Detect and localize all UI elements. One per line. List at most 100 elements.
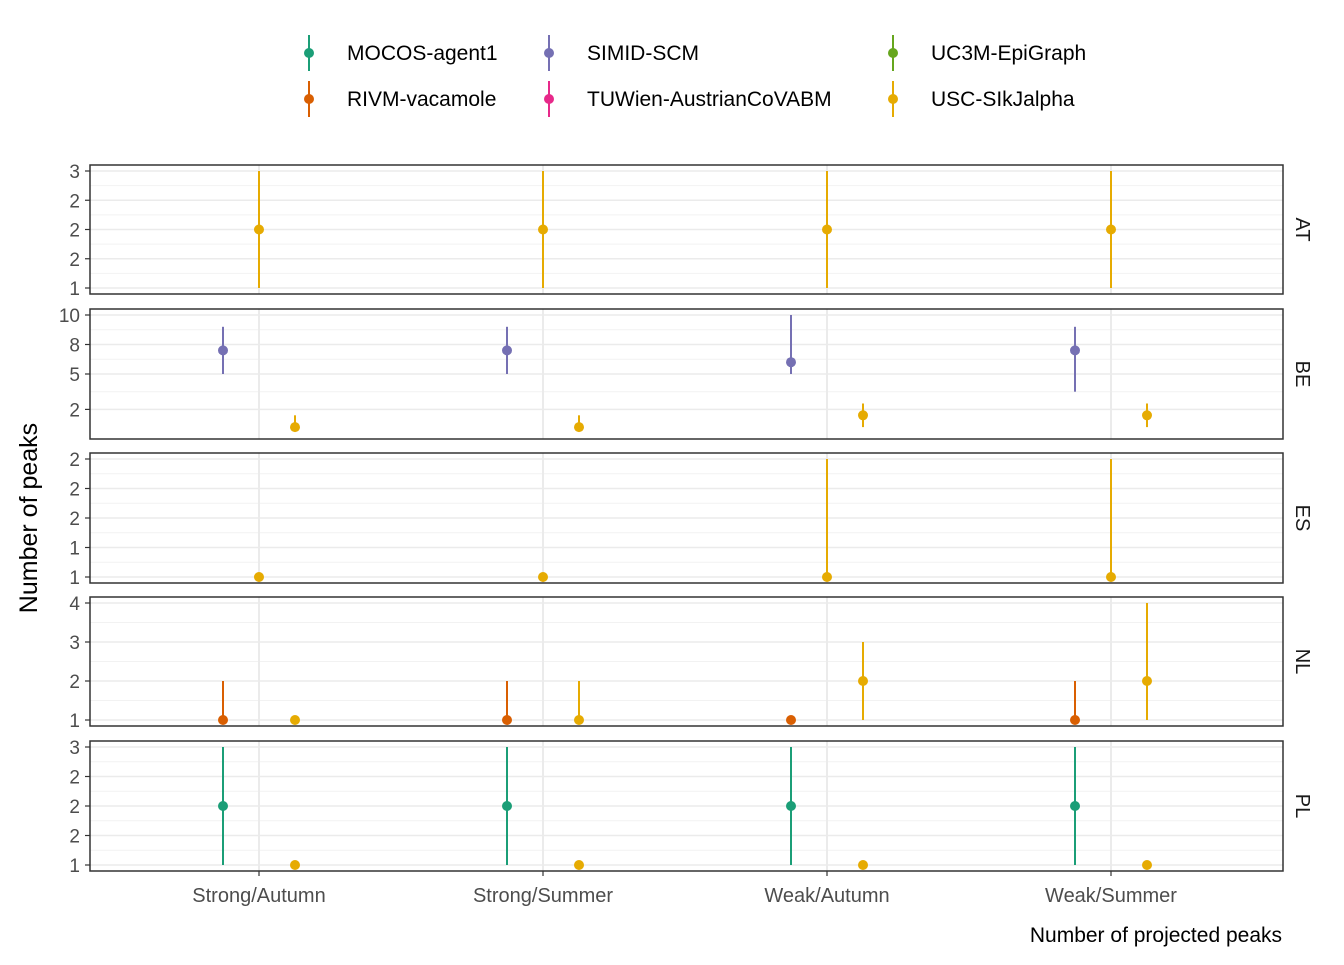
legend-label: TUWien-AustrianCoVABM: [587, 88, 832, 111]
legend-key-point: [304, 48, 314, 58]
y-tick-label: 3: [69, 738, 80, 759]
point-marker: [1106, 224, 1116, 235]
legend-label: RIVM-vacamole: [347, 88, 496, 111]
point-marker: [502, 715, 512, 725]
legend-key-point: [544, 94, 554, 104]
data-point: [786, 315, 796, 374]
series-usc-sikjalpha: [254, 171, 1116, 288]
y-tick-label: 2: [69, 672, 80, 693]
point-marker: [502, 345, 512, 356]
point-marker: [574, 860, 584, 870]
y-tick-label: 3: [69, 633, 80, 654]
point-marker: [290, 422, 300, 433]
legend-item-mocos-agent1: MOCOS-agent1: [304, 35, 498, 71]
x-tick-label: Strong/Autumn: [192, 885, 325, 907]
point-marker: [858, 676, 868, 686]
facet-strip-label: AT: [1291, 217, 1313, 241]
x-tick-label: Strong/Summer: [473, 885, 613, 907]
point-marker: [1070, 345, 1080, 356]
data-point: [502, 681, 512, 725]
y-tick-label: 2: [69, 480, 80, 501]
data-point: [1142, 603, 1152, 720]
legend: MOCOS-agent1 SIMID-SCM UC3M-EpiGraph RIVM-v…: [304, 35, 1086, 117]
point-marker: [218, 801, 228, 811]
legend-item-simid-scm: SIMID-SCM: [544, 35, 699, 71]
point-marker: [786, 715, 796, 725]
facet-strip-label: ES: [1291, 505, 1313, 532]
legend-label: USC-SIkJalpha: [931, 88, 1075, 111]
panel-nl: 1 2 3 4 NL: [69, 594, 1313, 732]
data-point: [502, 747, 512, 865]
point-marker: [1142, 676, 1152, 686]
legend-key-point: [888, 94, 898, 104]
facet-strip-label: PL: [1291, 794, 1313, 818]
point-marker: [822, 224, 832, 235]
y-tick-label: 2: [69, 221, 80, 242]
y-tick-label: 2: [69, 400, 80, 421]
point-marker: [574, 715, 584, 725]
data-point: [858, 860, 868, 870]
y-tick-label: 2: [69, 450, 80, 471]
x-axis-title: Number of projected peaks: [1030, 924, 1282, 947]
data-point: [1070, 326, 1080, 392]
y-axis-title: Number of peaks: [15, 423, 43, 613]
panel-be: 2 5 8 10 BE: [59, 306, 1313, 440]
data-point: [218, 681, 228, 725]
panel-es: 1 1 2 2 2 ES: [69, 450, 1313, 589]
x-tick-label: Weak/Autumn: [764, 885, 889, 907]
legend-key-point: [304, 94, 314, 104]
point-marker: [218, 715, 228, 725]
point-marker: [218, 345, 228, 356]
data-point: [1106, 459, 1116, 582]
data-point: [858, 642, 868, 720]
legend-label: UC3M-EpiGraph: [931, 42, 1086, 65]
y-tick-label: 2: [69, 797, 80, 818]
legend-label: MOCOS-agent1: [347, 42, 498, 65]
data-point: [254, 171, 264, 288]
point-marker: [786, 801, 796, 811]
data-point: [786, 715, 796, 725]
point-marker: [1142, 410, 1152, 421]
y-tick-label: 1: [69, 856, 80, 877]
y-tick-label: 2: [69, 509, 80, 530]
x-axis: Strong/Autumn Strong/Summer Weak/Autumn Wea…: [192, 871, 1177, 907]
point-marker: [1106, 572, 1116, 582]
data-point: [858, 403, 868, 428]
series-usc-sikjalpha: [290, 860, 1152, 870]
data-point: [218, 747, 228, 865]
legend-key-point: [888, 48, 898, 58]
y-tick-label: 1: [69, 568, 80, 589]
point-marker: [1070, 715, 1080, 725]
point-marker: [786, 357, 796, 368]
point-marker: [502, 801, 512, 811]
legend-item-uc3m-epigraph: UC3M-EpiGraph: [888, 35, 1086, 71]
series-simid-scm: [218, 315, 1080, 392]
data-point: [574, 860, 584, 870]
data-point: [538, 572, 548, 582]
data-point: [538, 171, 548, 288]
point-marker: [254, 572, 264, 582]
data-point: [1070, 681, 1080, 725]
data-point: [786, 747, 796, 865]
y-tick-label: 1: [69, 539, 80, 560]
facet-strip-label: BE: [1291, 361, 1313, 388]
point-marker: [538, 224, 548, 235]
x-tick-label: Weak/Summer: [1045, 885, 1177, 907]
point-marker: [290, 860, 300, 870]
y-tick-label: 1: [69, 279, 80, 300]
y-tick-label: 2: [69, 768, 80, 789]
data-point: [1142, 860, 1152, 870]
y-tick-label: 3: [69, 162, 80, 183]
legend-key-point: [544, 48, 554, 58]
series-usc-sikjalpha: [290, 403, 1152, 433]
point-marker: [574, 422, 584, 433]
point-marker: [254, 224, 264, 235]
facet-panels: 1 2 2 2 3 AT 2 5 8 10 BE 1 1 2 2 2 ES 1 2 3 4 NL 1 2 2 2 3 PL: [59, 162, 1313, 877]
legend-item-rivm-vacamole: RIVM-vacamole: [304, 81, 496, 117]
data-point: [218, 326, 228, 374]
data-point: [574, 681, 584, 725]
data-point: [290, 715, 300, 725]
panel-pl: 1 2 2 2 3 PL: [69, 738, 1313, 877]
